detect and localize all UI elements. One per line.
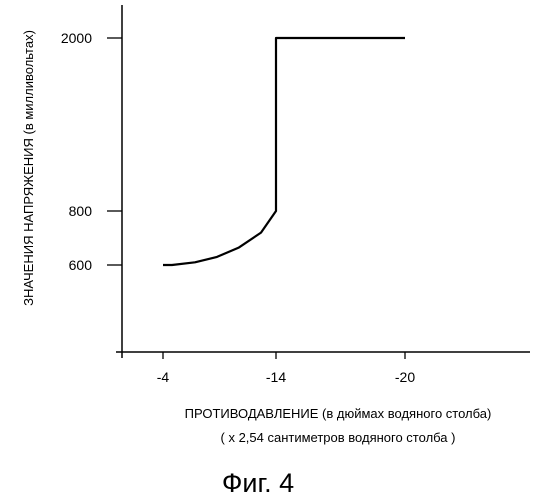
- series-line: [163, 38, 405, 265]
- figure-caption: Фиг. 4: [222, 468, 294, 498]
- x-tick-label: -20: [395, 369, 415, 385]
- chart-series: [163, 38, 405, 265]
- x-axis-label-sub: ( х 2,54 сантиметров водяного столба ): [221, 430, 456, 445]
- y-tick-label: 600: [69, 257, 93, 273]
- chart-ticks: -4 -14 -20 2000 800 600: [61, 30, 415, 385]
- x-tick-label: -14: [266, 369, 286, 385]
- x-tick-label: -4: [157, 369, 170, 385]
- y-axis-label: ЗНАЧЕНИЯ НАПРЯЖЕНИЯ (в милливольтах): [21, 30, 36, 306]
- x-axis-label: ПРОТИВОДАВЛЕНИЕ (в дюймах водяного столб…: [185, 406, 492, 421]
- chart-axes: [116, 5, 530, 358]
- y-tick-label: 800: [69, 203, 93, 219]
- y-tick-label: 2000: [61, 30, 92, 46]
